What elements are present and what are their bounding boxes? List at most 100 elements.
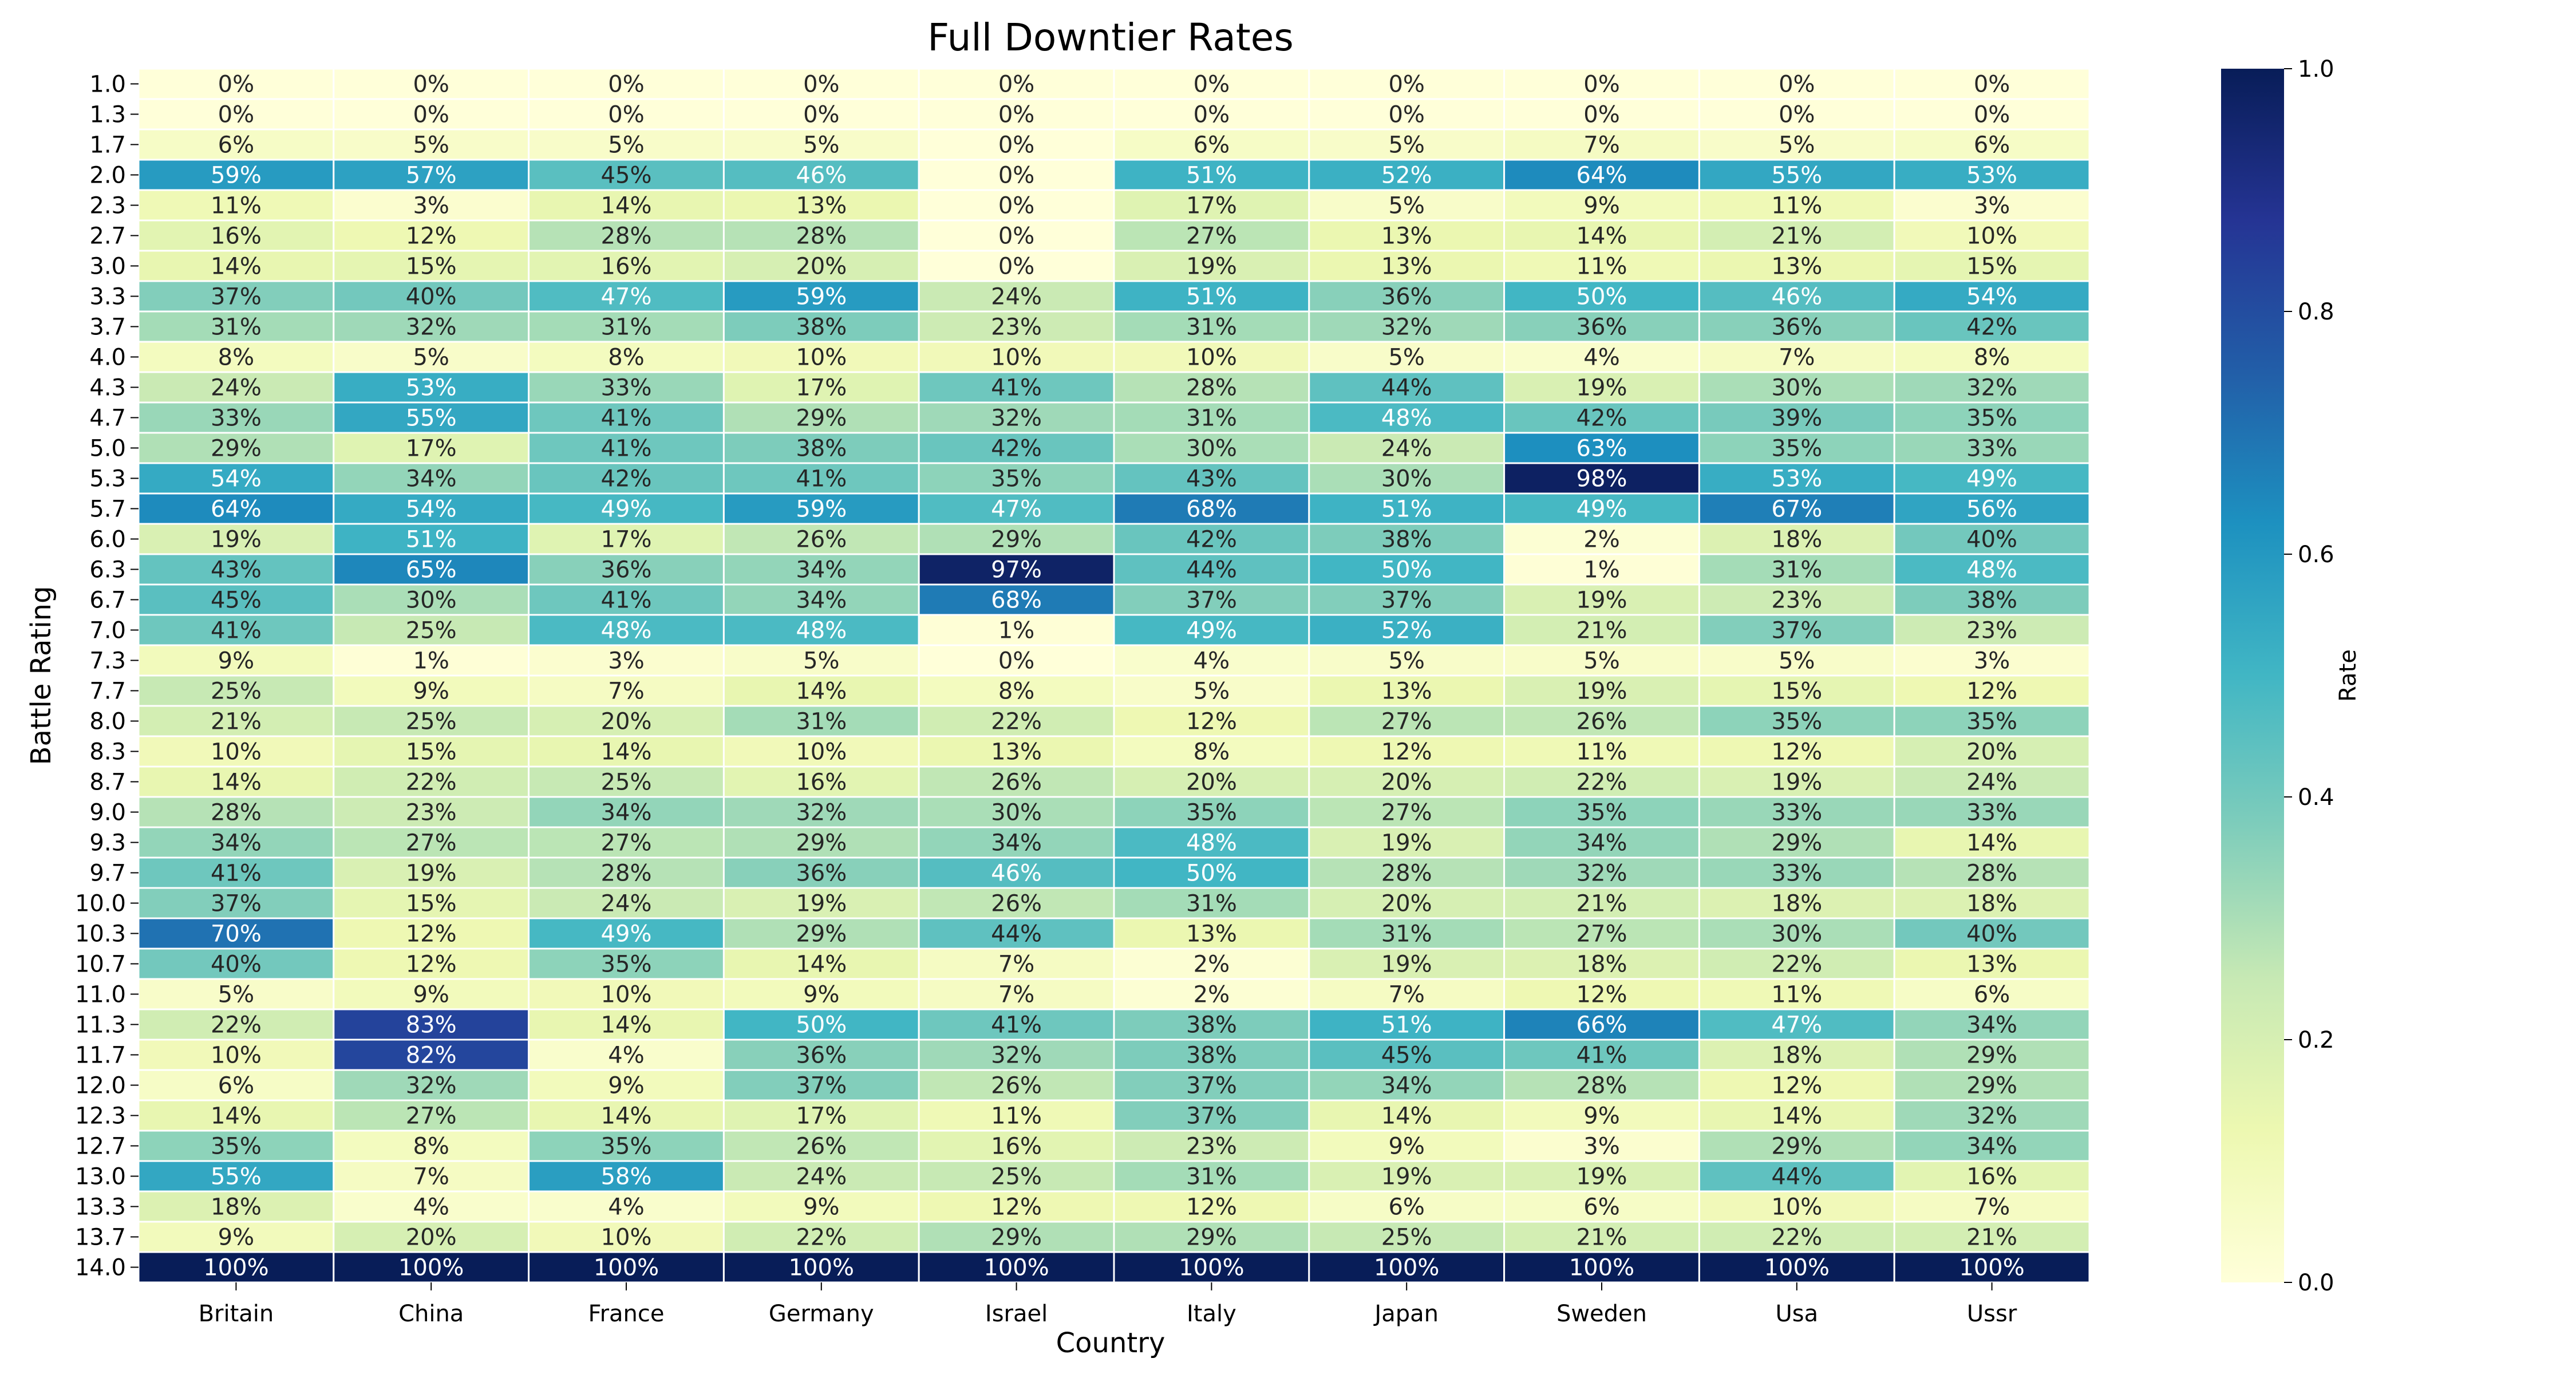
cell-value-label: 27%: [406, 830, 457, 856]
heatmap-cell: [137, 250, 335, 282]
heatmap-cell: [722, 219, 920, 252]
heatmap-cell: [137, 826, 335, 859]
y-tick-label: 5.0: [89, 436, 126, 462]
cell-value-label: 0%: [413, 102, 449, 128]
heatmap-cell: [1113, 98, 1310, 131]
heatmap-cell: [1503, 189, 1700, 222]
cell-value-label: 0%: [1583, 72, 1619, 98]
cell-value-label: 42%: [1966, 314, 2017, 341]
y-tick-label: 11.0: [75, 982, 126, 1008]
cell-value-label: 5%: [413, 345, 449, 371]
cell-value-label: 41%: [991, 1012, 1042, 1039]
cell-value-label: 1%: [413, 648, 449, 674]
heatmap-cell: [1503, 68, 1700, 100]
heatmap-cell: [528, 583, 725, 616]
cell-value-label: 28%: [601, 223, 652, 250]
cell-value-label: 18%: [1577, 951, 1627, 978]
heatmap-cell: [1113, 1069, 1310, 1101]
y-tick-label: 6.7: [89, 587, 126, 614]
heatmap-cell: [1893, 796, 2091, 828]
x-tick-label: Britain: [199, 1301, 274, 1327]
cell-value-label: 13%: [991, 739, 1042, 765]
cell-value-label: 31%: [1186, 314, 1237, 341]
heatmap-cell: [722, 250, 920, 282]
heatmap-cell: [1893, 189, 2091, 222]
cell-value-label: 2%: [1194, 982, 1230, 1008]
cell-value-label: 42%: [991, 436, 1042, 462]
cell-value-label: 30%: [1771, 375, 1822, 401]
cell-value-label: 48%: [1186, 830, 1237, 856]
cell-value-label: 5%: [803, 648, 839, 674]
heatmap-cell: [1503, 371, 1700, 404]
cell-value-label: 19%: [1577, 678, 1627, 705]
heatmap-cell: [1308, 341, 1506, 373]
cell-value-label: 41%: [991, 375, 1042, 401]
cell-value-label: 37%: [211, 284, 262, 310]
colorbar-gradient: [2221, 69, 2284, 1282]
cell-value-label: 5%: [608, 132, 644, 159]
cell-value-label: 5%: [1779, 648, 1815, 674]
cell-value-label: 36%: [796, 1043, 847, 1069]
heatmap-cell: [1308, 796, 1506, 828]
heatmap-cell: [333, 553, 530, 586]
cell-value-label: 82%: [406, 1043, 457, 1069]
cell-value-label: 31%: [211, 314, 262, 341]
heatmap-cell: [1893, 735, 2091, 768]
y-tick-label: 3.7: [89, 314, 126, 341]
cell-value-label: 1%: [998, 618, 1034, 644]
cell-value-label: 14%: [211, 769, 262, 796]
heatmap-cell: [1893, 371, 2091, 404]
cell-value-label: 38%: [1381, 527, 1432, 553]
cell-value-label: 32%: [991, 1043, 1042, 1069]
cell-value-label: 10%: [211, 739, 262, 765]
cell-value-label: 29%: [1966, 1043, 2017, 1069]
heatmap-cell: [1893, 826, 2091, 859]
y-tick-label: 3.3: [89, 284, 126, 310]
heatmap-cell: [1113, 947, 1310, 980]
cell-value-label: 24%: [1966, 769, 2017, 796]
cell-value-label: 10%: [601, 1225, 652, 1251]
heatmap-cell: [137, 341, 335, 373]
cell-value-label: 18%: [1771, 527, 1822, 553]
heatmap-cell: [918, 644, 1115, 677]
heatmap-cell: [1308, 674, 1506, 707]
cell-value-label: 47%: [1771, 1012, 1822, 1039]
cell-value-label: 21%: [1577, 618, 1627, 644]
cell-value-label: 26%: [991, 1073, 1042, 1099]
cell-value-label: 36%: [601, 557, 652, 583]
heatmap-cell: [1308, 128, 1506, 161]
y-tick-label: 5.3: [89, 466, 126, 492]
cell-value-label: 24%: [211, 375, 262, 401]
cell-value-label: 38%: [796, 314, 847, 341]
cell-value-label: 51%: [1381, 496, 1432, 523]
heatmap-cell: [1308, 98, 1506, 131]
cell-value-label: 9%: [803, 1194, 839, 1221]
heatmap-cell: [333, 310, 530, 343]
cell-value-label: 50%: [796, 1012, 847, 1039]
cell-value-label: 24%: [991, 284, 1042, 310]
cell-value-label: 41%: [796, 466, 847, 492]
cell-value-label: 5%: [1388, 345, 1424, 371]
cell-value-label: 20%: [1381, 769, 1432, 796]
cell-value-label: 12%: [1186, 709, 1237, 735]
heatmap-cell: [1113, 583, 1310, 616]
cell-value-label: 27%: [1381, 800, 1432, 826]
cell-value-label: 51%: [1381, 1012, 1432, 1039]
heatmap-cell: [722, 765, 920, 798]
cell-value-label: 16%: [796, 769, 847, 796]
x-tick-label: Usa: [1775, 1301, 1818, 1327]
heatmap-cell: [722, 705, 920, 737]
heatmap-cell: [528, 128, 725, 161]
cell-value-label: 31%: [1186, 891, 1237, 917]
colorbar-tick-label: 0.0: [2298, 1270, 2334, 1296]
cell-value-label: 100%: [594, 1255, 659, 1281]
heatmap-cell: [528, 1160, 725, 1193]
cell-value-label: 7%: [1388, 982, 1424, 1008]
heatmap-cell: [137, 644, 335, 677]
cell-value-label: 32%: [406, 314, 457, 341]
y-tick-label: 2.7: [89, 223, 126, 250]
heatmap-cell: [1113, 250, 1310, 282]
cell-value-label: 43%: [211, 557, 262, 583]
cell-value-label: 26%: [796, 1134, 847, 1160]
cell-value-label: 22%: [406, 769, 457, 796]
